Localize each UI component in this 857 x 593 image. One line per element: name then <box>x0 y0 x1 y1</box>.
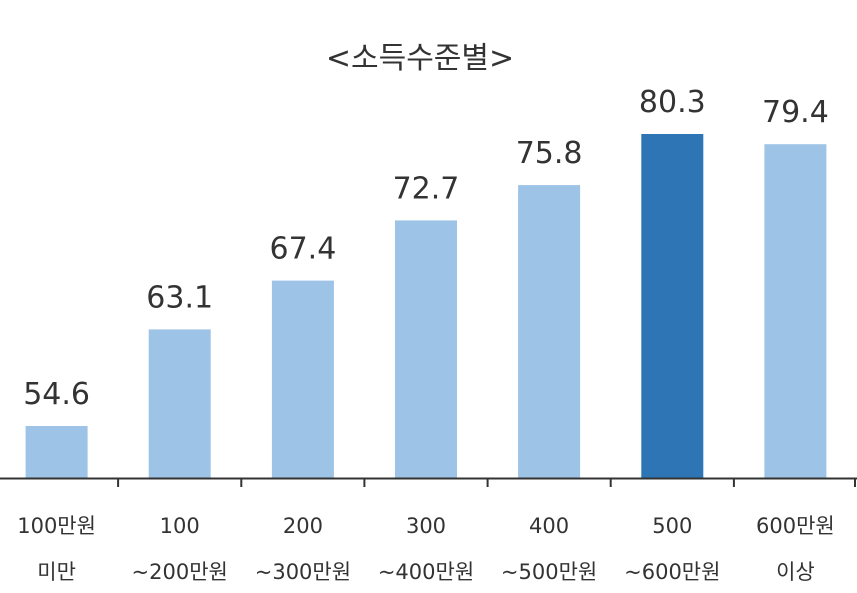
value-label-0: 54.6 <box>23 377 90 412</box>
chart-title: <소득수준별> <box>326 41 514 76</box>
x-axis-ticks <box>117 478 856 487</box>
value-label-6: 79.4 <box>762 95 829 130</box>
bar-2 <box>271 280 334 478</box>
value-label-1: 63.1 <box>146 280 213 315</box>
bar-6 <box>764 144 827 478</box>
value-label-2: 67.4 <box>270 232 337 267</box>
tick-label-5-line-1: ~600만원 <box>624 560 720 584</box>
bar-3 <box>395 220 457 478</box>
bar-5 <box>641 134 704 478</box>
bars-group <box>25 134 827 478</box>
value-labels-group: 54.6 63.1 67.4 72.7 75.8 80.3 79.4 <box>23 85 829 412</box>
tick-label-6-line-0: 600만원 <box>756 514 835 538</box>
tick-label-3-line-0: 300 <box>406 514 446 538</box>
tick-label-3-line-1: ~400만원 <box>378 560 474 584</box>
tick-label-0-line-0: 100만원 <box>17 514 96 538</box>
bar-0 <box>25 426 88 478</box>
bar-1 <box>148 329 211 478</box>
tick-label-1-line-0: 100 <box>160 514 200 538</box>
tick-label-2-line-1: ~300만원 <box>255 560 351 584</box>
tick-label-4-line-0: 400 <box>529 514 569 538</box>
tick-label-5-line-0: 500 <box>652 514 692 538</box>
tick-label-2-line-0: 200 <box>283 514 323 538</box>
tick-label-4-line-1: ~500만원 <box>501 560 597 584</box>
value-label-3: 72.7 <box>393 171 460 206</box>
tick-label-6-line-1: 이상 <box>776 560 815 584</box>
bar-4 <box>518 185 581 478</box>
tick-label-1-line-1: ~200만원 <box>132 560 228 584</box>
value-label-4: 75.8 <box>516 136 583 171</box>
value-label-5: 80.3 <box>639 85 706 120</box>
tick-label-0-line-1: 미만 <box>37 560 76 584</box>
